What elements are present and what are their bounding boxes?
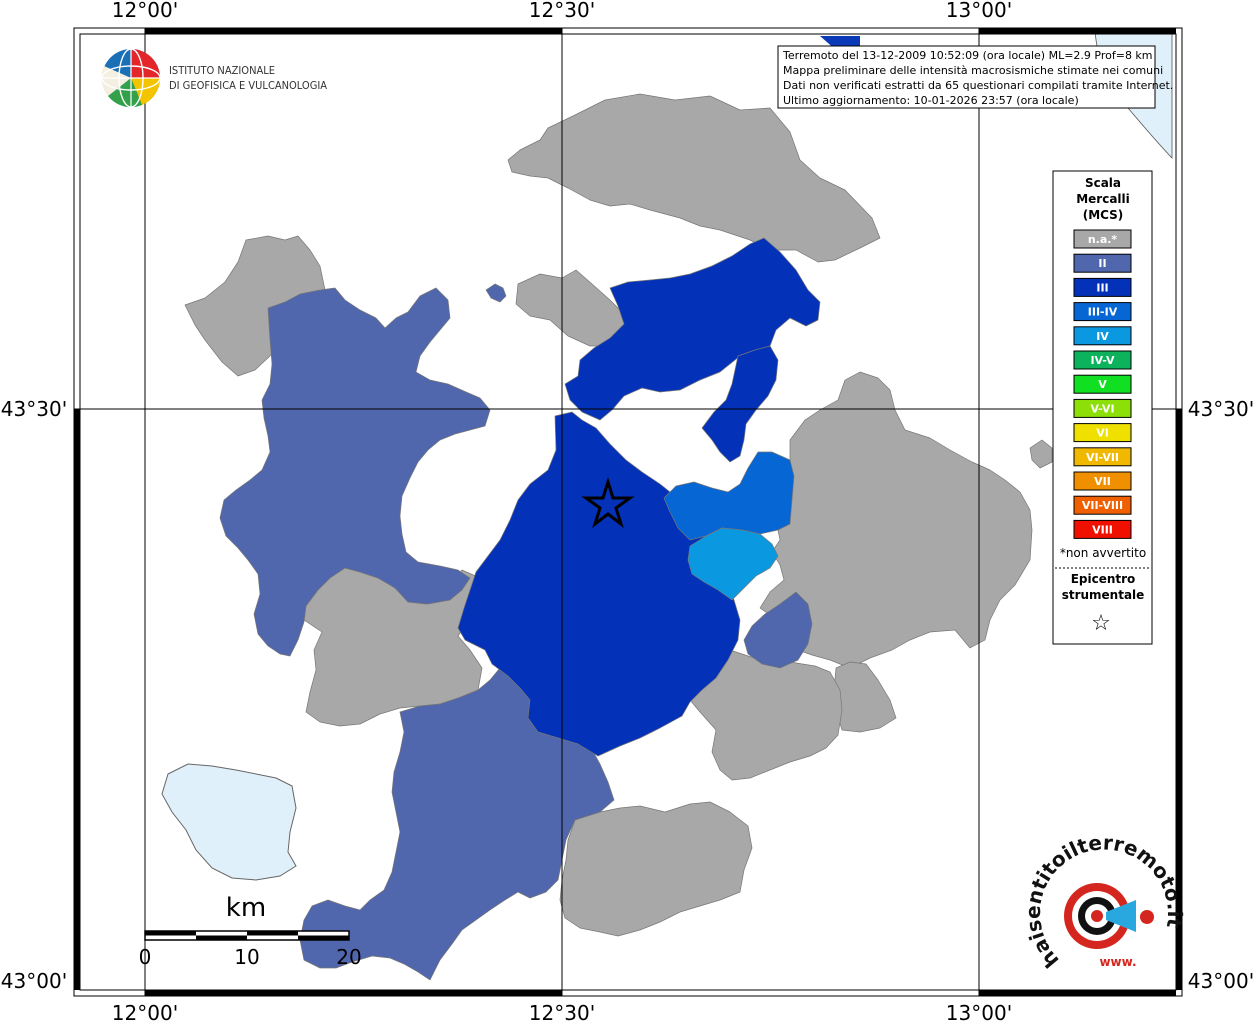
legend-epicenter-label: Epicentro [1071,572,1136,586]
legend-swatch [1073,398,1132,418]
legend-swatch-label: V [1098,378,1107,391]
legend-swatch [1073,519,1132,539]
legend-swatch-label: VII-VIII [1082,499,1123,512]
right-lat-label: 43°00' [1188,969,1254,993]
legend-swatch [1073,471,1132,491]
top-lon-label: 12°00' [112,0,178,22]
legend-note: *non avvertito [1060,546,1146,560]
legend-swatch-label: VI [1096,427,1109,440]
legend-swatch [1073,350,1132,370]
lake [161,763,297,881]
scale-bar: km 0 10 20 [139,893,362,969]
info-line: Ultimo aggiornamento: 10-01-2026 23:57 (… [783,94,1079,107]
municipalities-intensity-II [219,283,813,981]
legend-title: Mercalli [1076,192,1130,206]
logo-line-1: ISTITUTO NAZIONALE [169,64,275,77]
legend-epicenter-label: strumentale [1062,588,1145,602]
bottom-lon-label: 12°00' [112,1001,178,1024]
legend-swatch-label: II [1098,257,1106,270]
legend-swatch [1073,447,1132,467]
info-line: Dati non verificati estratti da 65 quest… [783,79,1173,92]
scale-tick-label: 0 [139,945,152,969]
bottom-lon-label: 13°00' [946,1001,1012,1024]
right-lat-label: 43°30' [1188,397,1254,421]
legend-swatch-label: n.a.* [1088,233,1118,246]
legend-swatch [1073,326,1132,346]
scale-tick-label: 10 [234,945,259,969]
legend-items: n.a.*IIIIIIII-IVIVIV-VVV-VIVIVI-VIIVIIVI… [1073,229,1132,539]
scale-unit: km [226,893,266,923]
legend-swatch [1073,229,1132,249]
legend-swatch [1073,277,1132,297]
legend-swatch-label: VII [1094,475,1111,488]
legend-swatch-label: VI-VII [1086,451,1119,464]
bottom-lon-label: 12°30' [529,1001,595,1024]
top-lon-label: 12°30' [529,0,595,22]
scale-tick-label: 20 [336,945,361,969]
legend-swatch-label: V-VI [1090,402,1114,415]
municipalities-not-felt [184,93,1053,937]
left-lat-label: 43°30' [1,397,67,421]
legend-swatch-label: VIII [1092,523,1113,536]
top-lon-label: 13°00' [946,0,1012,22]
legend: Scala Mercalli (MCS) n.a.*IIIIIIII-IVIVI… [1052,170,1153,645]
map-frame [73,27,1183,997]
municipalities-intensity-IV [687,527,779,601]
legend-swatch [1073,374,1132,394]
legend-swatch [1073,495,1132,515]
legend-swatch-label: IV [1096,330,1109,343]
legend-swatch [1073,253,1132,273]
info-box: Terremoto del 13-12-2009 10:52:09 (ora l… [777,45,1173,109]
epicenter-star-icon [581,476,635,529]
logo-line-2: DI GEOFISICA E VULCANOLOGIA [169,79,327,92]
hai-sentito-www: www. [1099,955,1136,969]
legend-swatch-label: III-IV [1088,306,1118,319]
legend-star-icon: ☆ [1091,611,1111,636]
legend-swatch-label: IV-V [1090,354,1115,367]
ingv-logo: ISTITUTO NAZIONALE DI GEOFISICA E VULCAN… [101,48,327,108]
legend-swatch [1073,423,1132,443]
legend-title: Scala [1085,176,1121,190]
legend-swatch [1073,302,1132,322]
municipalities-intensity-III-IV [663,451,795,541]
graticule [74,28,1182,996]
legend-swatch-label: III [1096,281,1108,294]
info-line: Mappa preliminare delle intensità macros… [783,64,1163,77]
info-line: Terremoto del 13-12-2009 10:52:09 (ora l… [782,49,1153,62]
left-lat-label: 43°00' [1,969,67,993]
legend-title: (MCS) [1083,208,1124,222]
